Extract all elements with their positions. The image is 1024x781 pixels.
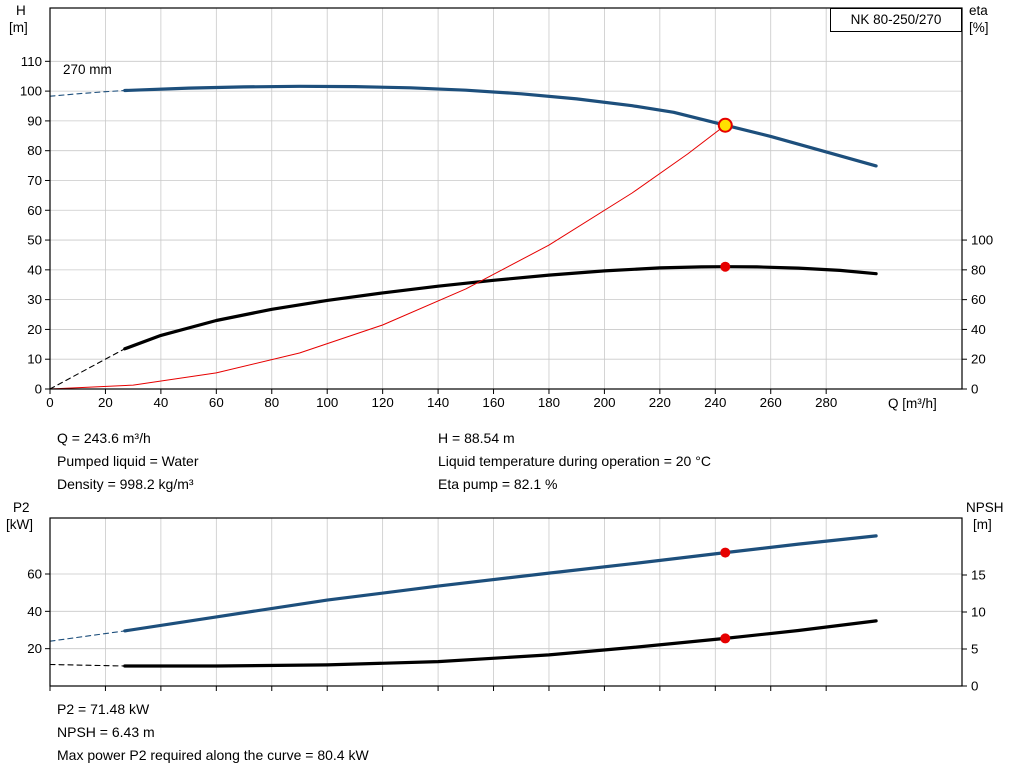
right-tick-label: 0 [971,382,978,397]
x-tick-label: 180 [538,395,560,410]
duty-point [717,117,733,133]
head-efficiency-chart: 0 10 20 30 40 50 60 70 80 90 100 110 0 20 40 60 80 100 0 20… [20,7,993,410]
left-tick-label: 80 [27,143,42,158]
right-tick-label: 0 [971,679,978,694]
x-tick-label: 100 [316,395,338,410]
h-axis-title: H [16,3,26,18]
h-axis-unit: [m] [9,20,28,35]
result-eta: Eta pump = 82.1 % [438,476,558,492]
x-tick-label: 120 [372,395,394,410]
left-tick-label: 30 [27,292,42,307]
efficiency-curve [123,265,878,351]
left-tick-label: 110 [21,54,42,69]
result-npsh: NPSH = 6.43 m [57,724,155,740]
x-tick-label: 140 [427,395,449,410]
efficiency-curve-extension [49,348,126,390]
plot-frame [49,517,963,687]
x-tick-label: 220 [649,395,671,410]
eta-axis-title: eta [969,3,988,18]
left-tick-label: 20 [27,322,42,337]
power-npsh-chart: 20 40 60 0 5 10 15 [27,517,986,694]
left-tick-label: 90 [27,113,42,128]
right-tick-label: 40 [971,322,986,337]
left-tick-label: 60 [27,203,42,218]
power-curve [123,534,878,633]
right-tick-label: 20 [971,352,986,367]
system-curve [49,124,726,390]
efficiency-duty-point [720,261,731,272]
x-tick-label: 20 [98,395,113,410]
plot-frame [49,7,963,390]
left-tick-label: 20 [27,641,42,656]
p2-axis-unit: [kW] [6,517,33,532]
x-tick-label: 160 [482,395,504,410]
x-tick-label: 0 [46,395,53,410]
result-temperature: Liquid temperature during operation = 20… [438,453,711,469]
right-tick-label: 10 [971,604,986,619]
head-curve-extension [49,89,126,97]
left-tick-label: 40 [27,604,42,619]
right-tick-label: 80 [971,262,986,277]
x-tick-label: 240 [704,395,726,410]
result-density: Density = 998.2 kg/m³ [57,476,194,492]
left-tick-label: 50 [27,233,42,248]
npsh-duty-point [720,633,731,644]
left-tick-label: 10 [27,352,42,367]
left-tick-label: 70 [27,173,42,188]
npsh-axis-unit: [m] [973,517,992,532]
result-h: H = 88.54 m [438,430,515,446]
x-tick-label: 80 [264,395,279,410]
result-max-power: Max power P2 required along the curve = … [57,747,369,763]
right-tick-label: 60 [971,292,986,307]
impeller-diameter-label: 270 mm [63,62,112,77]
power-duty-point [720,547,731,558]
right-tick-label: 100 [971,233,993,248]
x-tick-label: 60 [209,395,224,410]
x-tick-label: 280 [815,395,837,410]
left-tick-label: 60 [27,567,42,582]
power-curve-extension [49,630,126,642]
left-tick-label: 100 [20,84,42,99]
head-curve [123,84,878,168]
x-tick-label: 260 [760,395,782,410]
result-p2: P2 = 71.48 kW [57,701,150,717]
x-tick-label: 40 [153,395,168,410]
result-liquid: Pumped liquid = Water [57,453,199,469]
npsh-axis-title: NPSH [966,500,1004,515]
right-tick-label: 15 [971,567,986,582]
npsh-curve-extension [49,663,126,667]
left-tick-label: 40 [27,262,42,277]
pump-name-box: NK 80-250/270 [830,8,962,32]
npsh-curve [123,619,878,668]
p2-axis-title: P2 [13,500,30,515]
right-tick-label: 5 [971,641,978,656]
left-tick-label: 0 [35,382,42,397]
q-axis-title: Q [m³/h] [888,396,937,411]
eta-axis-unit: [%] [969,20,989,35]
x-tick-label: 200 [593,395,615,410]
result-q: Q = 243.6 m³/h [57,430,151,446]
